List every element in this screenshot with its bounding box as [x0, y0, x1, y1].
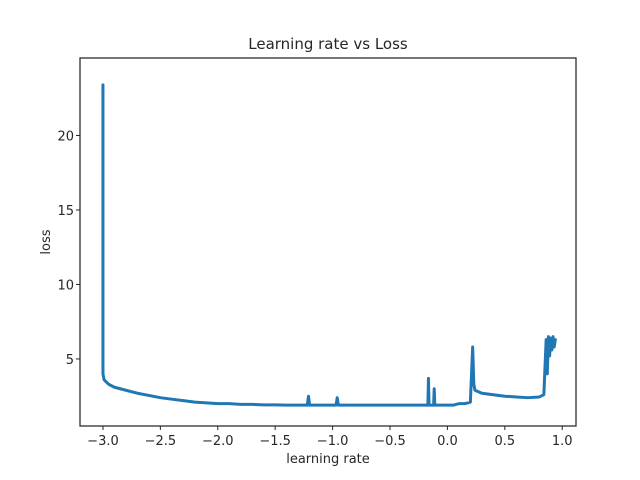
x-tick-label: −1.0: [317, 434, 349, 449]
y-tick-label: 10: [57, 278, 74, 293]
x-tick-label: −2.0: [202, 434, 234, 449]
plot-frame: [79, 57, 577, 427]
x-tick-label: −0.5: [374, 434, 406, 449]
x-axis-ticks: −3.0 −2.5 −2.0 −1.5 −1.0 −0.5 0.0 0.5 1.0: [87, 426, 573, 449]
series-layer: [101, 83, 557, 407]
x-tick-label: 0.0: [437, 434, 458, 449]
x-tick-label: −2.5: [145, 434, 177, 449]
y-axis-ticks: 5 10 15 20: [57, 129, 80, 368]
y-tick-label: 15: [57, 204, 74, 219]
y-tick-label: 20: [57, 129, 74, 144]
chart-title: Learning rate vs Loss: [248, 35, 408, 53]
x-tick-label: 1.0: [552, 434, 573, 449]
x-tick-label: −1.5: [259, 434, 291, 449]
series-line: [101, 83, 557, 407]
y-axis-label: loss: [39, 229, 54, 254]
y-tick-label: 5: [66, 353, 74, 368]
x-axis-label: learning rate: [286, 452, 370, 467]
x-tick-label: −3.0: [87, 434, 119, 449]
x-tick-label: 0.5: [494, 434, 515, 449]
